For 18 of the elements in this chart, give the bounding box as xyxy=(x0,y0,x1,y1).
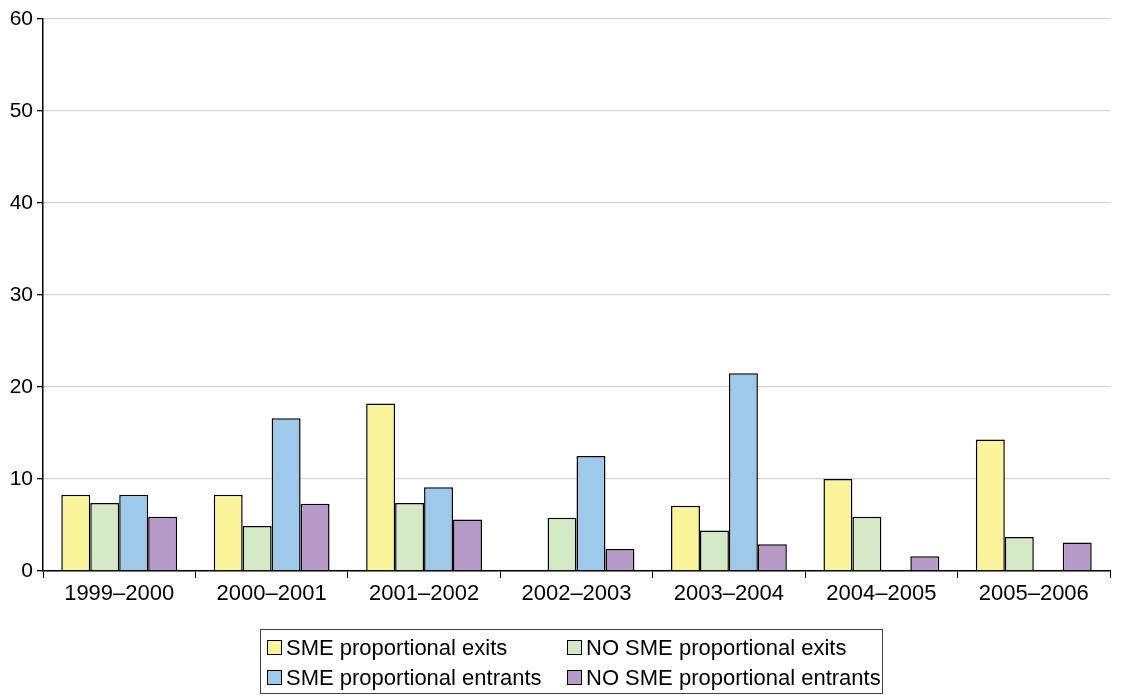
y-tick-label: 0 xyxy=(21,557,33,581)
x-tick-label: 2001–2002 xyxy=(369,580,480,606)
x-tick-label: 2005–2006 xyxy=(978,580,1089,606)
y-tick-label: 40 xyxy=(9,189,33,213)
y-tick-label: 20 xyxy=(9,373,33,397)
y-tick-label: 60 xyxy=(9,5,33,29)
legend-label: SME proportional entrants xyxy=(286,663,542,692)
legend-label: SME proportional exits xyxy=(286,633,508,662)
x-tick-label: 1999–2000 xyxy=(64,580,175,606)
y-tick-label: 30 xyxy=(9,281,33,305)
x-tick-label: 2004–2005 xyxy=(826,580,937,606)
y-tick-label: 50 xyxy=(9,97,33,121)
x-tick-label: 2003–2004 xyxy=(673,580,784,606)
legend-label: NO SME proportional entrants xyxy=(586,663,881,692)
x-tick-label: 2002–2003 xyxy=(521,580,632,606)
y-tick-label: 10 xyxy=(9,465,33,489)
x-tick-label: 2000–2001 xyxy=(216,580,327,606)
legend-label: NO SME proportional exits xyxy=(586,633,847,662)
